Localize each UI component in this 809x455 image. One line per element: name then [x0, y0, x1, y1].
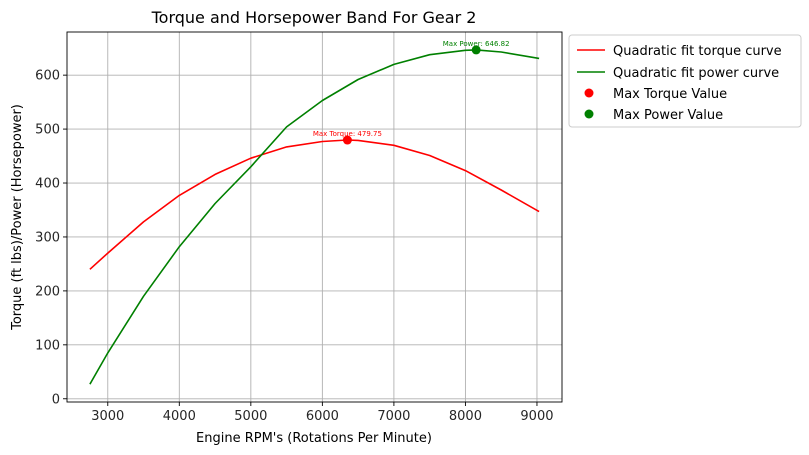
y-tick-label: 0 [52, 392, 60, 407]
x-tick-label: 8000 [449, 409, 482, 424]
plot-frame [66, 31, 563, 403]
y-tick-label: 300 [35, 230, 60, 245]
grid [67, 32, 562, 402]
legend-max-power-marker [584, 109, 594, 119]
plot-series [89, 45, 540, 385]
series-line [89, 139, 540, 270]
y-tick-label: 500 [35, 123, 60, 138]
x-axis-label: Engine RPM's (Rotations Per Minute) [196, 431, 432, 446]
legend-power-label: Quadratic fit power curve [613, 66, 779, 81]
annotations: Max Torque: 479.75 Max Power: 646.82 [313, 40, 510, 138]
x-tick-label: 4000 [163, 409, 196, 424]
max-point-marker [471, 45, 481, 55]
series-line [89, 49, 540, 385]
legend-torque-label: Quadratic fit torque curve [613, 44, 782, 59]
y-tick-label: 400 [35, 177, 60, 192]
x-tick-label: 6000 [306, 409, 339, 424]
y-tick-label: 100 [35, 338, 60, 353]
max-point-annotation: Max Power: 646.82 [443, 40, 510, 48]
y-tick-label: 600 [35, 69, 60, 84]
chart-title: Torque and Horsepower Band For Gear 2 [151, 8, 477, 27]
x-tick-label: 9000 [520, 409, 553, 424]
legend-max-torque-label: Max Torque Value [613, 87, 727, 102]
y-axis-label: Torque (ft lbs)/Power (Horsepower) [10, 104, 25, 331]
x-tick-label: 3000 [91, 409, 124, 424]
max-point-marker [342, 135, 352, 145]
legend-max-torque-marker [584, 88, 594, 98]
x-tick-label: 5000 [234, 409, 267, 424]
legend-max-power-label: Max Power Value [613, 108, 723, 123]
axis-ticks: 3000 4000 5000 6000 7000 8000 9000 0 100 200 300 40… [35, 69, 553, 424]
legend: Quadratic fit torque curve Quadratic fit… [568, 34, 802, 128]
max-point-annotation: Max Torque: 479.75 [313, 130, 382, 138]
y-tick-label: 200 [35, 284, 60, 299]
legend-frame [568, 34, 802, 128]
x-tick-label: 7000 [377, 409, 410, 424]
